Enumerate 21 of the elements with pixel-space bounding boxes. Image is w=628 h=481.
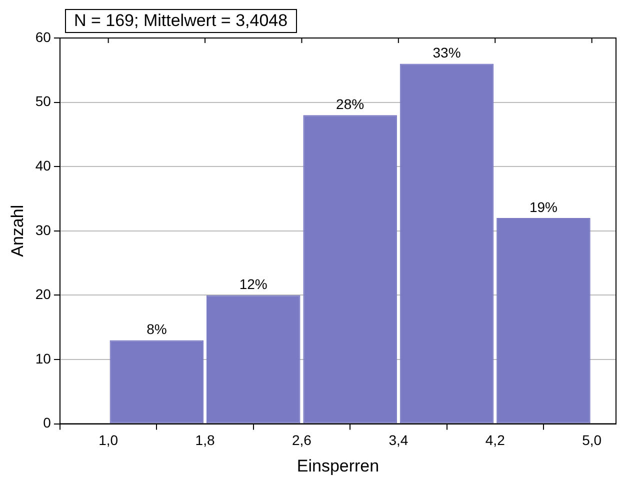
annotation: 28% <box>336 96 364 112</box>
annotation: 19% <box>529 198 558 215</box>
y-tick-label: 40 <box>35 157 52 174</box>
x-tick-label: 4,2 <box>485 432 506 448</box>
x-tick-label: 1,0 <box>98 432 118 448</box>
y-tick-label: 0 <box>43 414 52 431</box>
x-tick-label: 3,4 <box>388 432 408 448</box>
y-tick-label: 10 <box>35 350 52 366</box>
annotation: 8% <box>146 321 167 338</box>
y-axis-title: Anzahl <box>8 204 27 257</box>
chart-title: N = 169; Mittelwert = 3,4048 <box>65 9 297 33</box>
x-tick-label: 1,8 <box>195 432 215 448</box>
y-tick-label: 30 <box>35 222 52 238</box>
x-tick-label: 2,6 <box>292 432 312 448</box>
annotation: 12% <box>239 276 268 292</box>
y-tick-label: 50 <box>35 93 52 110</box>
annotation: 33% <box>432 44 461 61</box>
y-tick-label: 60 <box>35 28 52 45</box>
y-tick-label: 20 <box>35 286 52 302</box>
x-tick-label: 5,0 <box>582 432 602 448</box>
x-axis-title: Einsperren <box>296 456 380 476</box>
